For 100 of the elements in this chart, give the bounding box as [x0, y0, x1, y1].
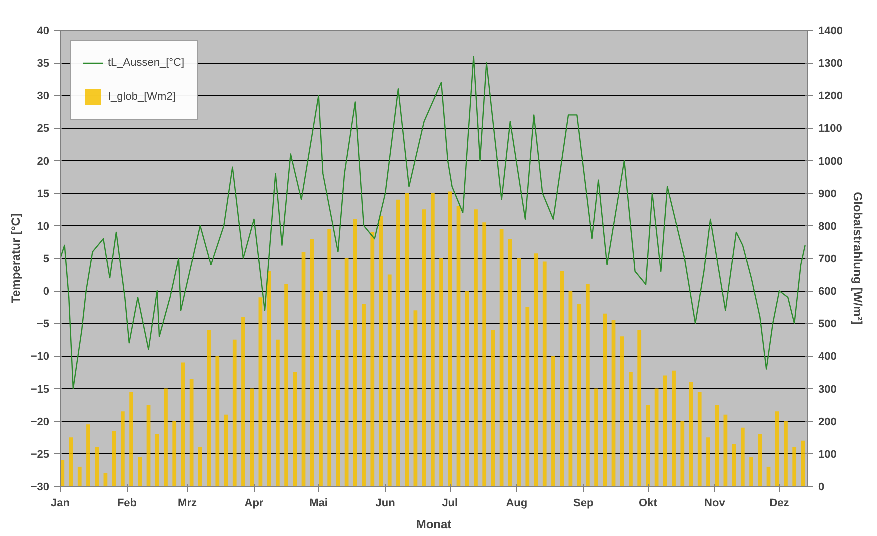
bar — [250, 388, 254, 486]
y2-tick-label: 300 — [818, 384, 837, 396]
y2-tick-label: 800 — [818, 220, 837, 233]
x-tick-label: Apr — [244, 498, 264, 510]
bar — [629, 372, 633, 486]
bar — [491, 330, 496, 486]
bar — [293, 372, 298, 486]
bar — [284, 284, 288, 486]
y-tick-label: 5 — [43, 254, 50, 266]
x-axis-title: Monat — [416, 518, 452, 532]
bar — [526, 307, 530, 486]
y-tick-label: −15 — [30, 384, 50, 396]
y2-tick-label: 700 — [818, 254, 837, 266]
bar — [500, 229, 504, 486]
bar — [568, 291, 573, 486]
bar — [379, 216, 384, 486]
bar — [396, 200, 400, 486]
bar — [405, 193, 410, 486]
bar — [750, 457, 754, 486]
bar — [577, 304, 582, 486]
bar — [242, 317, 246, 486]
bar — [672, 370, 676, 486]
y-tick-label: −30 — [30, 482, 50, 494]
bar — [552, 356, 556, 486]
bar — [560, 272, 564, 486]
bar — [198, 447, 202, 486]
y-tick-label: −20 — [30, 416, 50, 428]
y2-tick-label: 900 — [818, 188, 837, 200]
x-tick-label: Jun — [376, 498, 396, 510]
bar — [276, 340, 280, 486]
x-tick-label: Feb — [117, 498, 138, 510]
bar — [706, 438, 710, 486]
x-tick-label: Jan — [51, 498, 70, 510]
bar — [663, 376, 668, 486]
bar — [482, 222, 487, 486]
x-tick-label: Aug — [506, 498, 528, 510]
bar — [146, 405, 151, 486]
y-tick-label: −5 — [36, 318, 50, 331]
y2-tick-label: 1000 — [818, 156, 843, 168]
bar — [353, 219, 358, 486]
y-tick-label: 25 — [37, 123, 50, 136]
bar — [120, 412, 125, 486]
y2-tick-label: 1400 — [818, 26, 843, 38]
bar — [792, 447, 797, 486]
bar — [130, 392, 134, 486]
bar — [732, 444, 736, 486]
x-tick-label: Jul — [442, 498, 458, 510]
bar — [638, 330, 642, 486]
bar — [448, 192, 452, 486]
bar — [775, 412, 780, 486]
bar — [474, 210, 478, 486]
y-tick-label: 15 — [37, 188, 50, 200]
bar — [680, 421, 685, 486]
bar — [465, 291, 470, 486]
bar — [758, 434, 762, 486]
bar — [95, 447, 100, 486]
y-tick-label: 40 — [37, 26, 50, 38]
bar — [310, 238, 314, 486]
bar — [112, 431, 116, 486]
bar — [207, 330, 211, 486]
bar — [440, 258, 444, 486]
bar — [612, 320, 616, 486]
bar — [328, 229, 332, 486]
y2-axis-title: Globalstrahlung [W/m²] — [850, 192, 865, 325]
y2-tick-label: 1200 — [818, 90, 843, 103]
bar — [302, 252, 306, 486]
bar — [654, 388, 659, 486]
bar — [388, 274, 392, 486]
bar — [164, 388, 168, 486]
bar — [267, 272, 272, 486]
y-tick-label: −25 — [30, 448, 50, 461]
bar — [232, 340, 237, 486]
y-tick-label: 0 — [43, 286, 50, 298]
y-tick-label: 35 — [37, 58, 50, 70]
bar — [784, 421, 788, 486]
bar — [78, 466, 82, 486]
y2-tick-label: 600 — [818, 286, 837, 298]
y2-tick-label: 200 — [818, 416, 837, 428]
x-tick-label: Mrz — [178, 498, 198, 510]
y2-tick-label: 1300 — [818, 58, 843, 70]
bar — [586, 284, 590, 486]
x-tick-label: Sep — [574, 498, 594, 510]
bar — [344, 258, 349, 486]
bar — [508, 238, 512, 486]
bar — [430, 193, 435, 486]
bar — [456, 206, 461, 486]
bar — [216, 356, 220, 486]
y-tick-label: −10 — [30, 351, 50, 364]
bar — [594, 388, 598, 486]
y-axis-title: Temperatur [°C] — [8, 214, 23, 304]
bar — [422, 210, 426, 486]
bar — [86, 424, 90, 486]
bar — [258, 298, 263, 486]
bar — [534, 254, 538, 486]
bar — [362, 304, 366, 486]
bar — [517, 258, 521, 486]
bar — [190, 379, 194, 486]
bar — [319, 291, 323, 486]
bar — [603, 314, 608, 486]
y-tick-label: 30 — [37, 90, 50, 103]
